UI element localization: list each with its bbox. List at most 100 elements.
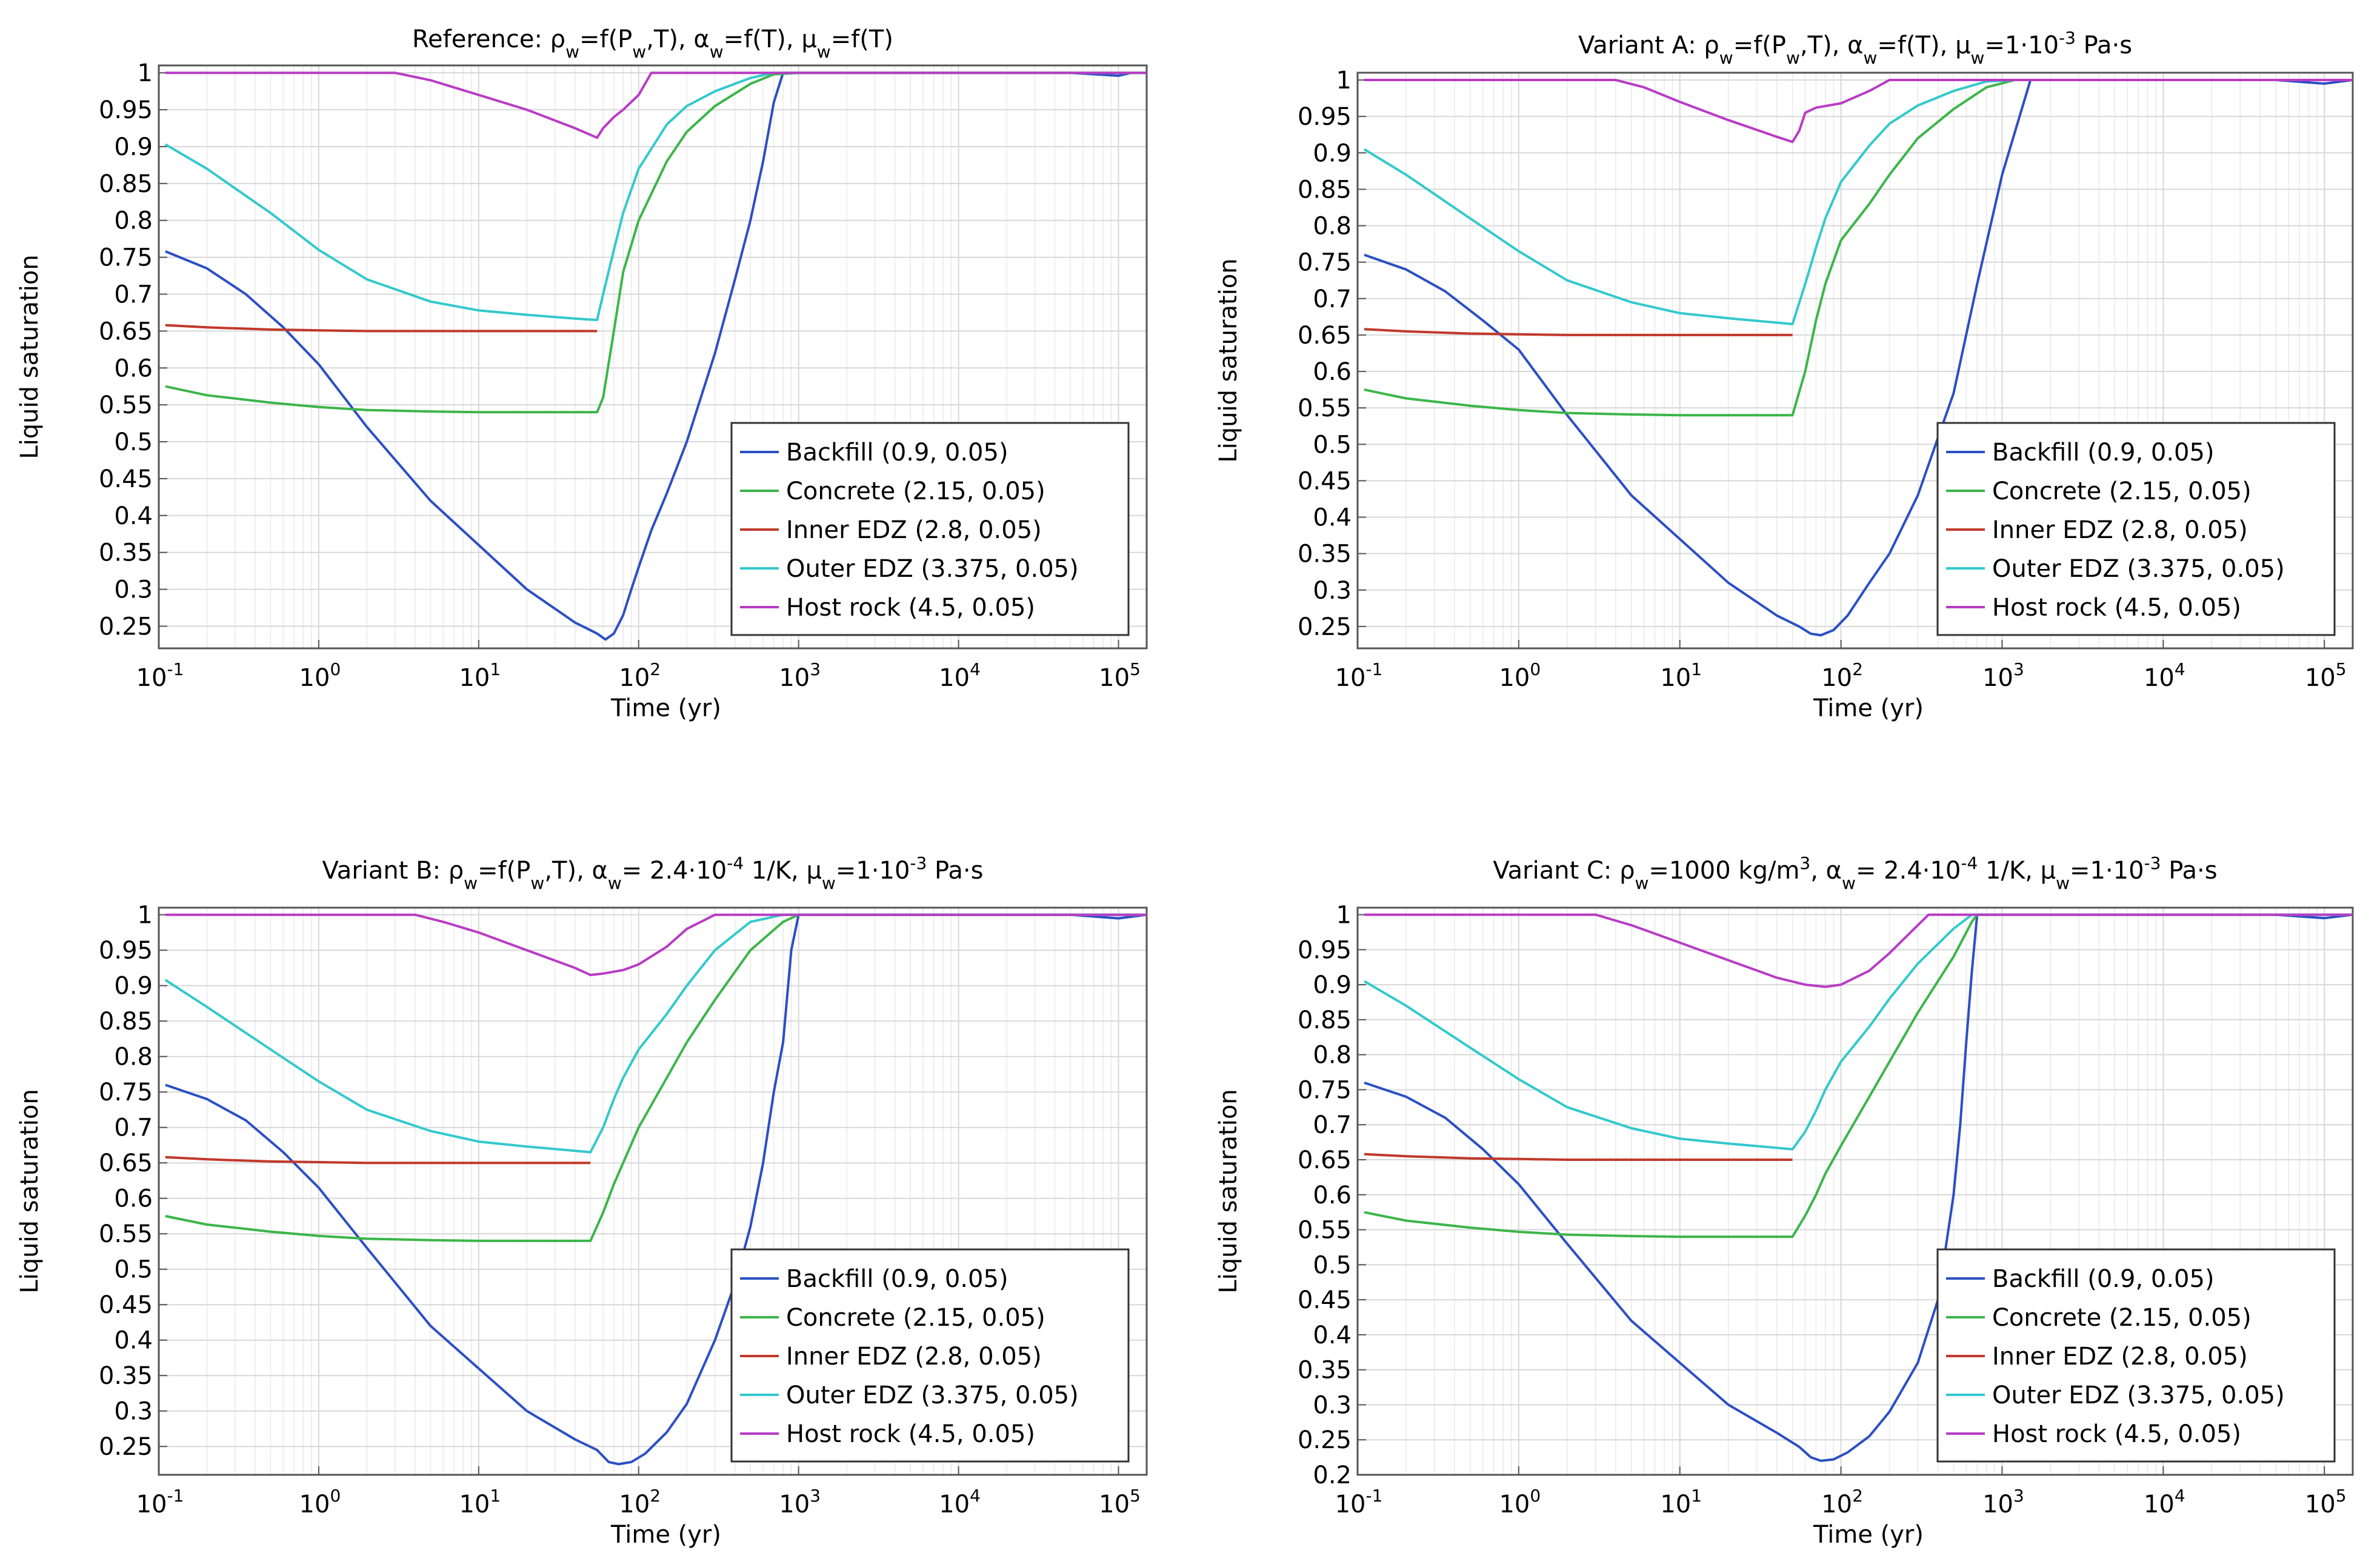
x-tick-label: 104 — [2144, 1486, 2185, 1518]
y-tick-label: 0.65 — [1298, 1146, 1352, 1174]
chart-panel-2: 10-1 100 101 102 103 104 105 0.25 0.3 0.35 0.4 0.45… — [1215, 28, 2354, 722]
y-tick-label: 0.8 — [1313, 1042, 1352, 1069]
legend-entry-label: Outer EDZ (3.375, 0.05) — [1992, 1381, 2285, 1409]
x-tick-label: 102 — [1821, 1486, 1863, 1518]
x-tick-label: 102 — [619, 1486, 661, 1518]
x-tick-label: 101 — [1660, 1486, 1702, 1518]
series-line-3 — [165, 1155, 591, 1165]
series-line-1 — [1364, 913, 2353, 1462]
series-line-4 — [1363, 79, 2353, 325]
x-tick-label: 10-1 — [1335, 1486, 1383, 1518]
legend-entry-label: Host rock (4.5, 0.05) — [786, 594, 1035, 622]
series-line-2 — [1364, 913, 2353, 1238]
y-tick-label: 0.9 — [1313, 139, 1352, 167]
y-tick-label: 0.65 — [99, 1149, 153, 1177]
y-tick-label: 0.75 — [1298, 1076, 1352, 1104]
y-tick-label: 0.5 — [1313, 1251, 1352, 1279]
y-tick-label: 1 — [138, 902, 153, 929]
y-tick-label: 0.35 — [99, 1362, 153, 1390]
y-tick-label: 0.75 — [99, 244, 153, 272]
y-tick-label: 0.85 — [1298, 1006, 1352, 1034]
legend-box — [730, 422, 1130, 636]
legend-entry-label: Inner EDZ (2.8, 0.05) — [1992, 1343, 2248, 1371]
legend-entry-label: Outer EDZ (3.375, 0.05) — [786, 555, 1079, 583]
series-line-5 — [165, 71, 1147, 139]
legend-box — [730, 1248, 1130, 1463]
series-line-5 — [165, 913, 1147, 977]
chart-title: Variant B: ρw=f(Pw,T), αw= 2.4·10-4 1/K,… — [322, 853, 984, 893]
chart-panel-3: 10-1 100 101 102 103 104 105 0.25 0.3 0.35 0.4 0.45… — [16, 853, 1148, 1549]
x-tick-label: 104 — [2144, 659, 2185, 692]
legend-entry-label: Concrete (2.15, 0.05) — [786, 477, 1045, 505]
series-line-3 — [165, 324, 598, 333]
legend: Backfill (0.9, 0.05) Concrete (2.15, 0.05… — [1936, 422, 2336, 636]
x-tick-label: 104 — [939, 659, 981, 692]
y-tick-label: 0.9 — [114, 972, 153, 1000]
y-tick-label: 0.45 — [1298, 467, 1352, 495]
legend-entry-label: Inner EDZ (2.8, 0.05) — [786, 1343, 1042, 1371]
chart-title: Variant C: ρw=1000 kg/m3, αw= 2.4·10-4 1… — [1493, 853, 2217, 893]
legend-entry-label: Host rock (4.5, 0.05) — [1992, 1420, 2241, 1448]
y-tick-label: 0.75 — [99, 1079, 153, 1106]
y-tick-label: 0.55 — [1298, 394, 1352, 422]
y-tick-label: 0.8 — [114, 207, 153, 235]
y-tick-label: 0.3 — [1313, 577, 1352, 605]
y-tick-label: 0.25 — [99, 1433, 153, 1461]
plot-frame — [158, 906, 1148, 1476]
series-line-1 — [1364, 79, 2353, 637]
y-axis-label: Liquid saturation — [16, 1089, 44, 1293]
y-tick-label: 0.4 — [1313, 1322, 1352, 1349]
x-tick-label: 105 — [1099, 1486, 1141, 1518]
y-tick-label: 0.7 — [114, 281, 153, 308]
x-tick-label: 10-1 — [136, 659, 184, 692]
x-axis-label: Time (yr) — [610, 1521, 721, 1549]
y-tick-label: 0.35 — [99, 539, 153, 567]
series-line-5 — [1364, 913, 2353, 988]
legend-entry-label: Host rock (4.5, 0.05) — [1992, 594, 2241, 622]
y-tick-label: 0.3 — [114, 1398, 153, 1426]
y-tick-label: 1 — [138, 59, 153, 87]
x-tick-label: 102 — [619, 659, 661, 692]
legend-entry-label: Inner EDZ (2.8, 0.05) — [1992, 516, 2248, 544]
x-tick-label: 102 — [1821, 659, 1863, 692]
legend-entry-label: Concrete (2.15, 0.05) — [786, 1304, 1045, 1332]
y-tick-label: 1 — [1336, 902, 1352, 929]
x-tick-label: 103 — [1982, 659, 2024, 692]
y-tick-label: 0.7 — [114, 1114, 153, 1142]
x-tick-label: 101 — [459, 1486, 501, 1518]
x-tick-label: 105 — [1099, 659, 1141, 692]
series-line-5 — [1364, 79, 2353, 144]
y-tick-label: 0.25 — [1298, 1426, 1352, 1454]
y-tick-label: 0.5 — [1313, 431, 1352, 459]
y-tick-label: 0.4 — [1313, 504, 1352, 532]
y-tick-label: 1 — [1336, 67, 1352, 95]
y-tick-label: 0.85 — [1298, 176, 1352, 204]
y-tick-label: 0.35 — [1298, 540, 1352, 568]
plot-frame — [1356, 71, 2354, 650]
y-tick-label: 0.75 — [1298, 249, 1352, 277]
legend-entry-label: Host rock (4.5, 0.05) — [786, 1420, 1035, 1448]
x-tick-label: 10-1 — [136, 1486, 184, 1518]
series-line-2 — [1364, 79, 2353, 417]
y-tick-label: 0.45 — [1298, 1286, 1352, 1314]
y-tick-label: 0.9 — [114, 133, 153, 161]
y-axis-label: Liquid saturation — [1215, 258, 1242, 462]
series-line-3 — [1364, 328, 1793, 336]
y-tick-label: 0.45 — [99, 465, 153, 493]
y-tick-label: 0.3 — [1313, 1391, 1352, 1419]
y-tick-label: 0.35 — [1298, 1357, 1352, 1385]
y-tick-label: 0.55 — [1298, 1217, 1352, 1245]
legend-entry-label: Concrete (2.15, 0.05) — [1992, 1304, 2252, 1332]
legend-entry-label: Outer EDZ (3.375, 0.05) — [786, 1381, 1079, 1409]
y-tick-label: 0.6 — [1313, 358, 1352, 386]
y-tick-label: 0.4 — [114, 502, 153, 530]
plot-frame — [158, 64, 1148, 650]
y-tick-label: 0.7 — [1313, 1111, 1352, 1139]
y-tick-label: 0.85 — [99, 1008, 153, 1036]
y-tick-label: 0.45 — [99, 1291, 153, 1319]
series-line-2 — [165, 913, 1147, 1242]
x-tick-label: 101 — [459, 659, 501, 692]
legend-entry-label: Backfill (0.9, 0.05) — [786, 439, 1008, 467]
y-tick-label: 0.95 — [1298, 936, 1352, 964]
